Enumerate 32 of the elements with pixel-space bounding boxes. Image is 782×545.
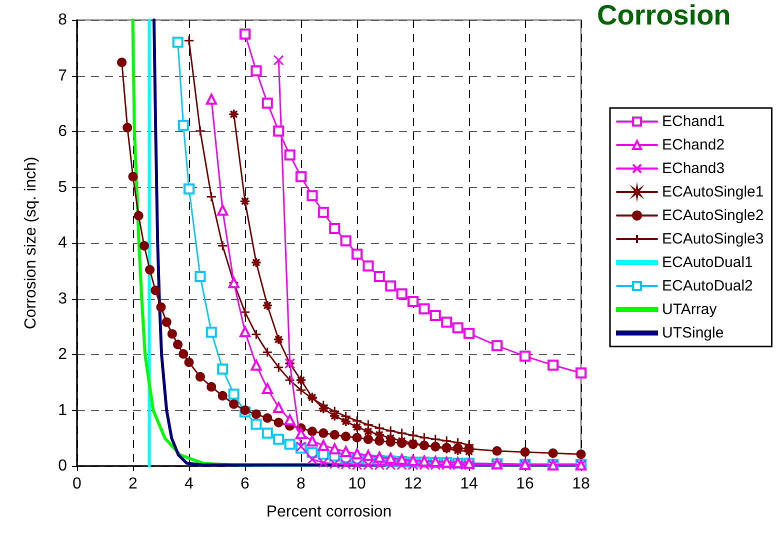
x-tick-label: 8 [296,476,306,492]
legend-label: ECAutoSingle3 [662,230,764,248]
x-tick-label: 12 [404,476,422,492]
y-tick-label: 2 [58,346,68,363]
legend-label: EChand2 [662,136,725,154]
y-tick-label: 1 [58,402,68,419]
legend-label: EChand1 [662,113,725,130]
y-tick-label: 0 [58,458,68,474]
x-tick-label: 16 [516,476,534,492]
y-tick-label: 7 [58,67,68,84]
x-tick-label: 10 [348,476,366,492]
legend-label: EChand3 [662,160,725,177]
x-tick-label: 14 [460,476,478,492]
x-tick-label: 4 [184,476,194,492]
x-tick-label: 2 [128,476,138,492]
x-axis-title: Percent corrosion [266,504,392,520]
y-tick-label: 4 [58,234,68,252]
y-tick-label: 3 [58,290,68,308]
y-tick-label: 5 [58,178,68,196]
y-tick-label: 6 [58,123,68,140]
legend-label: ECAutoDual1 [662,254,753,271]
legend-label: ECAutoDual2 [662,278,753,294]
y-tick-label: 8 [58,12,68,28]
legend-label: UTArray [662,301,718,318]
x-tick-label: 6 [240,476,250,492]
text: Corrosion [597,0,731,30]
legend-label: ECAutoSingle2 [662,207,764,224]
legend-label: ECAutoSingle1 [662,184,764,200]
legend-label: UTSingle [662,324,724,342]
x-tick-label: 0 [72,476,82,492]
y-axis-title: Corrosion size (sq. inch) [22,156,40,330]
x-tick-label: 18 [572,476,590,492]
